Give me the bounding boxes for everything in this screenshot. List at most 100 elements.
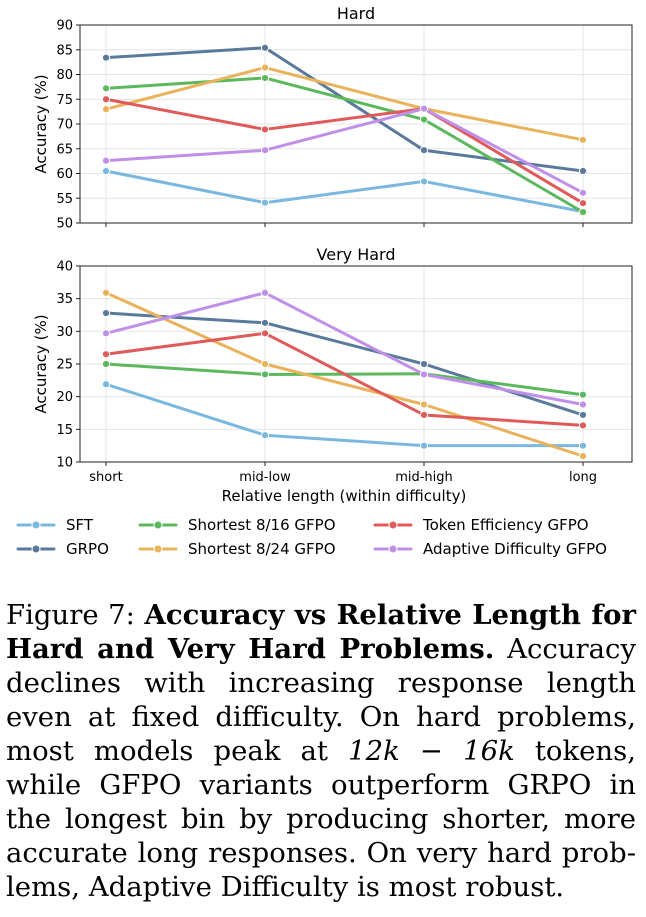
panel-2-xtick-label: mid-low [239, 470, 291, 485]
legend-label: Shortest 8/16 GFPO [188, 516, 336, 534]
caption-math-a: 12k [348, 735, 400, 767]
panel-1-point-token-efficiency-gfpo [260, 125, 270, 134]
panel-1-series-shortest-8-16-gfpo [101, 73, 588, 217]
panel-2-ytick-label: 30 [56, 325, 73, 340]
panel-2-series-sft [101, 380, 588, 450]
legend-item-sft: SFT [16, 516, 94, 534]
panel-1-ytick-label: 60 [56, 167, 73, 182]
panel-1-line-shortest-8-24-gfpo [104, 66, 585, 142]
caption-bold-title: Accuracy vs Relative Length for Hard and… [6, 599, 636, 665]
panel-2-point-sft [419, 441, 429, 450]
panel-2-point-shortest-8-24-gfpo [101, 288, 111, 297]
panel-2-ytick-label: 25 [56, 358, 73, 373]
panel-1-point-grpo [101, 53, 111, 62]
panel-2-point-sft [578, 441, 588, 450]
legend-item-shortest-8-16-gfpo: Shortest 8/16 GFPO [138, 516, 336, 534]
panel-2-point-adaptive-difficulty-gfpo [578, 400, 588, 409]
panel-1-point-shortest-8-16-gfpo [419, 115, 429, 124]
panel-1-series-sft [101, 166, 588, 216]
panel-1-ytick-label: 80 [56, 68, 73, 83]
caption-math-op: − [399, 735, 464, 767]
legend-item-shortest-8-24-gfpo: Shortest 8/24 GFPO [138, 540, 336, 558]
panel-2-ytick-label: 40 [56, 260, 73, 275]
panel-2-point-grpo [578, 410, 588, 420]
panel-1-line-grpo [104, 46, 585, 173]
panel-1-point-sft [101, 166, 111, 176]
panel-2-ytick-label: 10 [56, 456, 73, 471]
panel-1-ytick-label: 65 [56, 142, 73, 157]
panel-1-title: Hard [337, 4, 375, 23]
legend: SFT Shortest 8/16 GFPO Token Efficiency GF… [16, 516, 607, 558]
legend-swatch-marker [153, 544, 163, 554]
panel-2-point-token-efficiency-gfpo [578, 421, 588, 430]
panel-2-ytick-label: 20 [56, 390, 73, 405]
panel-2-ylabel: Accuracy (%) [32, 314, 50, 413]
legend-swatch-marker [31, 520, 41, 530]
panel-2-chart: 10 15 20 25 30 35 40 short mid-low mid-high long Ve… [32, 245, 633, 505]
panel-2-title: Very Hard [317, 245, 396, 264]
panel-2-line-sft [104, 382, 585, 448]
panel-1-line-token-efficiency-gfpo [104, 97, 585, 205]
caption-body-1: Accu­racy declines with increasing respo… [6, 633, 636, 767]
legend-swatch-marker [388, 520, 398, 530]
panel-2-point-sft [101, 380, 111, 389]
panel-1-point-grpo [578, 166, 588, 176]
panel-2-line-shortest-8-24-gfpo [104, 291, 585, 458]
panel-1-point-adaptive-difficulty-gfpo [419, 104, 429, 113]
panel-1-ytick-label: 70 [56, 118, 73, 133]
panel-1-point-shortest-8-16-gfpo [101, 84, 111, 93]
panel-1-series-adaptive-difficulty-gfpo [101, 104, 588, 197]
legend-swatch-marker [153, 520, 163, 530]
panel-2-xtick-label: mid-high [395, 470, 453, 485]
legend-label: Shortest 8/24 GFPO [188, 540, 336, 558]
panel-1-point-sft [419, 177, 429, 186]
panel-2-point-grpo [101, 308, 111, 318]
legend-label: Token Efficiency GFPO [422, 516, 589, 534]
panel-2-point-adaptive-difficulty-gfpo [101, 329, 111, 338]
panel-2-series-token-efficiency-gfpo [101, 329, 588, 430]
panel-2-point-shortest-8-16-gfpo [578, 390, 588, 399]
panel-2-series-adaptive-difficulty-gfpo [101, 288, 588, 409]
panel-1-point-shortest-8-24-gfpo [578, 135, 588, 144]
panel-2-point-shortest-8-16-gfpo [260, 370, 270, 379]
panel-1-point-adaptive-difficulty-gfpo [578, 188, 588, 197]
caption-math-b: 16k [463, 735, 515, 767]
panel-1-point-grpo [260, 43, 270, 52]
panel-2-point-grpo [419, 359, 429, 369]
panel-2-point-sft [260, 431, 270, 440]
panel-2-ytick-label: 35 [56, 292, 73, 307]
panel-1-point-shortest-8-24-gfpo [101, 105, 111, 114]
panel-2-ytick-label: 15 [56, 423, 73, 438]
panel-2-point-shortest-8-24-gfpo [260, 359, 270, 369]
panel-1-ytick-label: 75 [56, 93, 73, 108]
legend-swatch-marker [388, 544, 398, 554]
panel-1-ytick-label: 55 [56, 192, 73, 207]
legend-label: GRPO [66, 540, 109, 558]
caption-body-2: tokens, while GFPO variants outperform G… [6, 735, 636, 903]
panel-1-line-shortest-8-16-gfpo [104, 76, 585, 214]
caption-prefix: Figure 7: [6, 599, 145, 631]
panel-1-point-token-efficiency-gfpo [578, 199, 588, 208]
panel-2-point-token-efficiency-gfpo [419, 410, 429, 420]
legend-item-token-efficiency-gfpo: Token Efficiency GFPO [373, 516, 589, 534]
panel-2-xtick-label: short [89, 470, 122, 485]
panel-2-line-adaptive-difficulty-gfpo [104, 291, 585, 407]
panel-1-ytick-label: 85 [56, 43, 73, 58]
panel-2-point-shortest-8-24-gfpo [419, 400, 429, 409]
panel-1-series-shortest-8-24-gfpo [101, 63, 588, 144]
panel-2-series-shortest-8-24-gfpo [101, 288, 588, 461]
panel-1-point-shortest-8-16-gfpo [578, 208, 588, 217]
panel-2-point-shortest-8-24-gfpo [578, 452, 588, 461]
panel-1-point-token-efficiency-gfpo [101, 95, 111, 104]
figure-caption: Figure 7: Accuracy vs Relative Length fo… [6, 598, 636, 904]
panel-2-point-token-efficiency-gfpo [260, 329, 270, 338]
panel-2-point-adaptive-difficulty-gfpo [419, 370, 429, 379]
panel-2-point-token-efficiency-gfpo [101, 350, 111, 359]
panel-2-point-adaptive-difficulty-gfpo [260, 288, 270, 297]
figure: 50 55 60 65 70 75 80 85 90 Hard Accuracy (%) 10 15 20… [16, 4, 633, 558]
panel-1-point-adaptive-difficulty-gfpo [101, 156, 111, 165]
panel-1-ytick-label: 50 [56, 217, 73, 232]
panel-1-point-grpo [419, 146, 429, 155]
panel-1-point-shortest-8-16-gfpo [260, 73, 270, 83]
panel-1-chart: 50 55 60 65 70 75 80 85 90 Hard Accuracy (%) [32, 4, 633, 232]
